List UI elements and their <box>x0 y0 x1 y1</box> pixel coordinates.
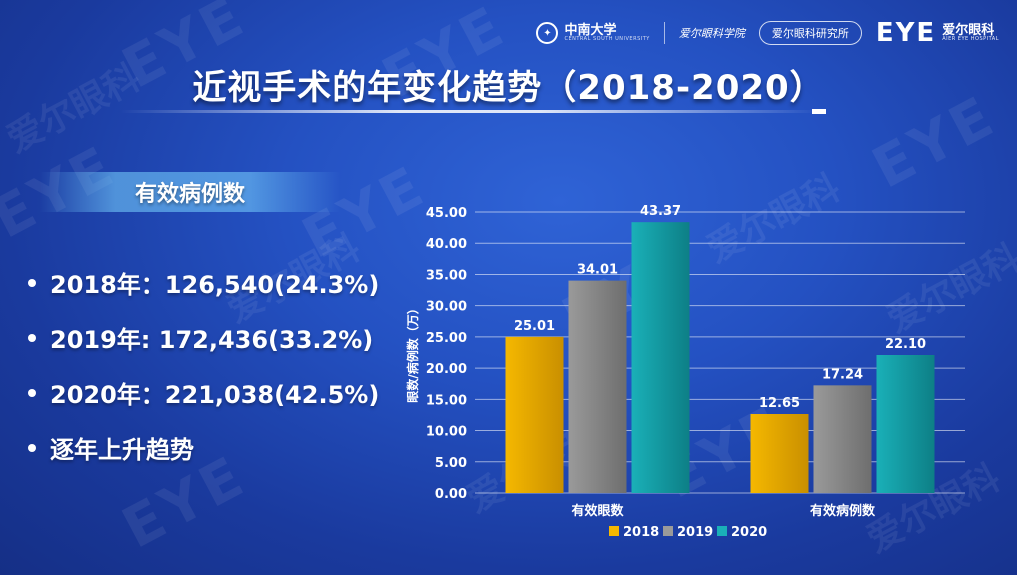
y-tick-label: 40.00 <box>426 237 467 252</box>
data-label: 43.37 <box>640 204 681 219</box>
y-tick-label: 10.00 <box>426 425 467 440</box>
bullet-list: 2018年：126,540(24.3%) 2019年: 172,436(33.2… <box>28 255 379 475</box>
section-banner: 有效病例数 <box>40 172 340 212</box>
bullet-icon <box>28 278 36 287</box>
logo-bar: ✦ 中南大学 CENTRAL SOUTH UNIVERSITY 爱尔眼科学院 爱… <box>536 16 999 50</box>
bullet-icon <box>28 388 36 397</box>
university-sub: CENTRAL SOUTH UNIVERSITY <box>564 36 650 43</box>
aier-eye-logo: EYE 爱尔眼科 AIER EYE HOSPITAL <box>876 18 999 48</box>
y-tick-label: 25.00 <box>426 331 467 346</box>
y-tick-label: 45.00 <box>426 206 467 221</box>
bullet-text: 2018年：126,540(24.3%) <box>50 271 380 299</box>
data-label: 22.10 <box>885 337 926 352</box>
y-tick-label: 30.00 <box>426 300 467 315</box>
legend-swatch-2018 <box>609 526 619 536</box>
bar-2018 <box>505 336 564 493</box>
bullet-icon <box>28 333 36 342</box>
data-label: 17.24 <box>822 367 863 382</box>
y-axis-title: 眼数/病例数（万） <box>405 302 420 402</box>
x-tick-label: 有效病例数 <box>810 503 876 519</box>
y-tick-label: 5.00 <box>435 456 467 471</box>
bullet-text: 逐年上升趋势 <box>50 436 194 464</box>
legend-swatch-2020 <box>717 526 727 536</box>
list-item: 2018年：126,540(24.3%) <box>28 255 379 310</box>
bar-2020 <box>631 222 690 493</box>
logo-divider <box>663 22 665 44</box>
title-underline-end <box>812 109 826 114</box>
bar-2019 <box>568 280 627 493</box>
bar-chart: 0.00 5.00 10.00 15.00 20.00 25.00 30.00 35.00 40… <box>405 204 965 540</box>
eye-cn-name: 爱尔眼科 <box>942 22 995 38</box>
list-item: 逐年上升趋势 <box>28 420 379 475</box>
x-tick-label: 有效眼数 <box>571 503 624 519</box>
y-tick-label: 35.00 <box>426 268 467 283</box>
university-logo: ✦ 中南大学 CENTRAL SOUTH UNIVERSITY <box>536 22 649 44</box>
list-item: 2019年: 172,436(33.2%) <box>28 310 379 365</box>
aier-school-name: 爱尔眼科学院 <box>678 27 745 40</box>
y-tick-label: 0.00 <box>435 487 467 502</box>
eye-cn-sub: AIER EYE HOSPITAL <box>942 36 999 43</box>
bullet-icon <box>28 443 36 452</box>
data-label: 12.65 <box>759 396 800 411</box>
bar-2019 <box>813 385 872 493</box>
bar-2020 <box>876 354 935 493</box>
data-label: 25.01 <box>514 319 555 334</box>
legend-label: 2019 <box>677 525 713 540</box>
list-item: 2020年：221,038(42.5%) <box>28 365 379 420</box>
y-tick-label: 15.00 <box>426 393 467 408</box>
title-underline <box>120 110 820 113</box>
university-name: 中南大学 <box>564 22 617 38</box>
section-label: 有效病例数 <box>134 182 245 207</box>
page-title: 近视手术的年变化趋势（2018-2020） <box>192 68 825 108</box>
legend-label: 2018 <box>623 525 659 540</box>
eye-mark-icon: EYE <box>875 18 937 48</box>
institute-badge: 爱尔眼科研究所 <box>758 21 862 45</box>
bullet-text: 2019年: 172,436(33.2%) <box>50 326 374 354</box>
data-label: 34.01 <box>577 263 618 278</box>
bullet-text: 2020年：221,038(42.5%) <box>50 381 380 409</box>
university-seal-icon: ✦ <box>536 22 559 44</box>
bar-2018 <box>750 414 809 493</box>
y-tick-label: 20.00 <box>426 362 467 377</box>
legend-label: 2020 <box>731 525 767 540</box>
legend-swatch-2019 <box>663 526 673 536</box>
